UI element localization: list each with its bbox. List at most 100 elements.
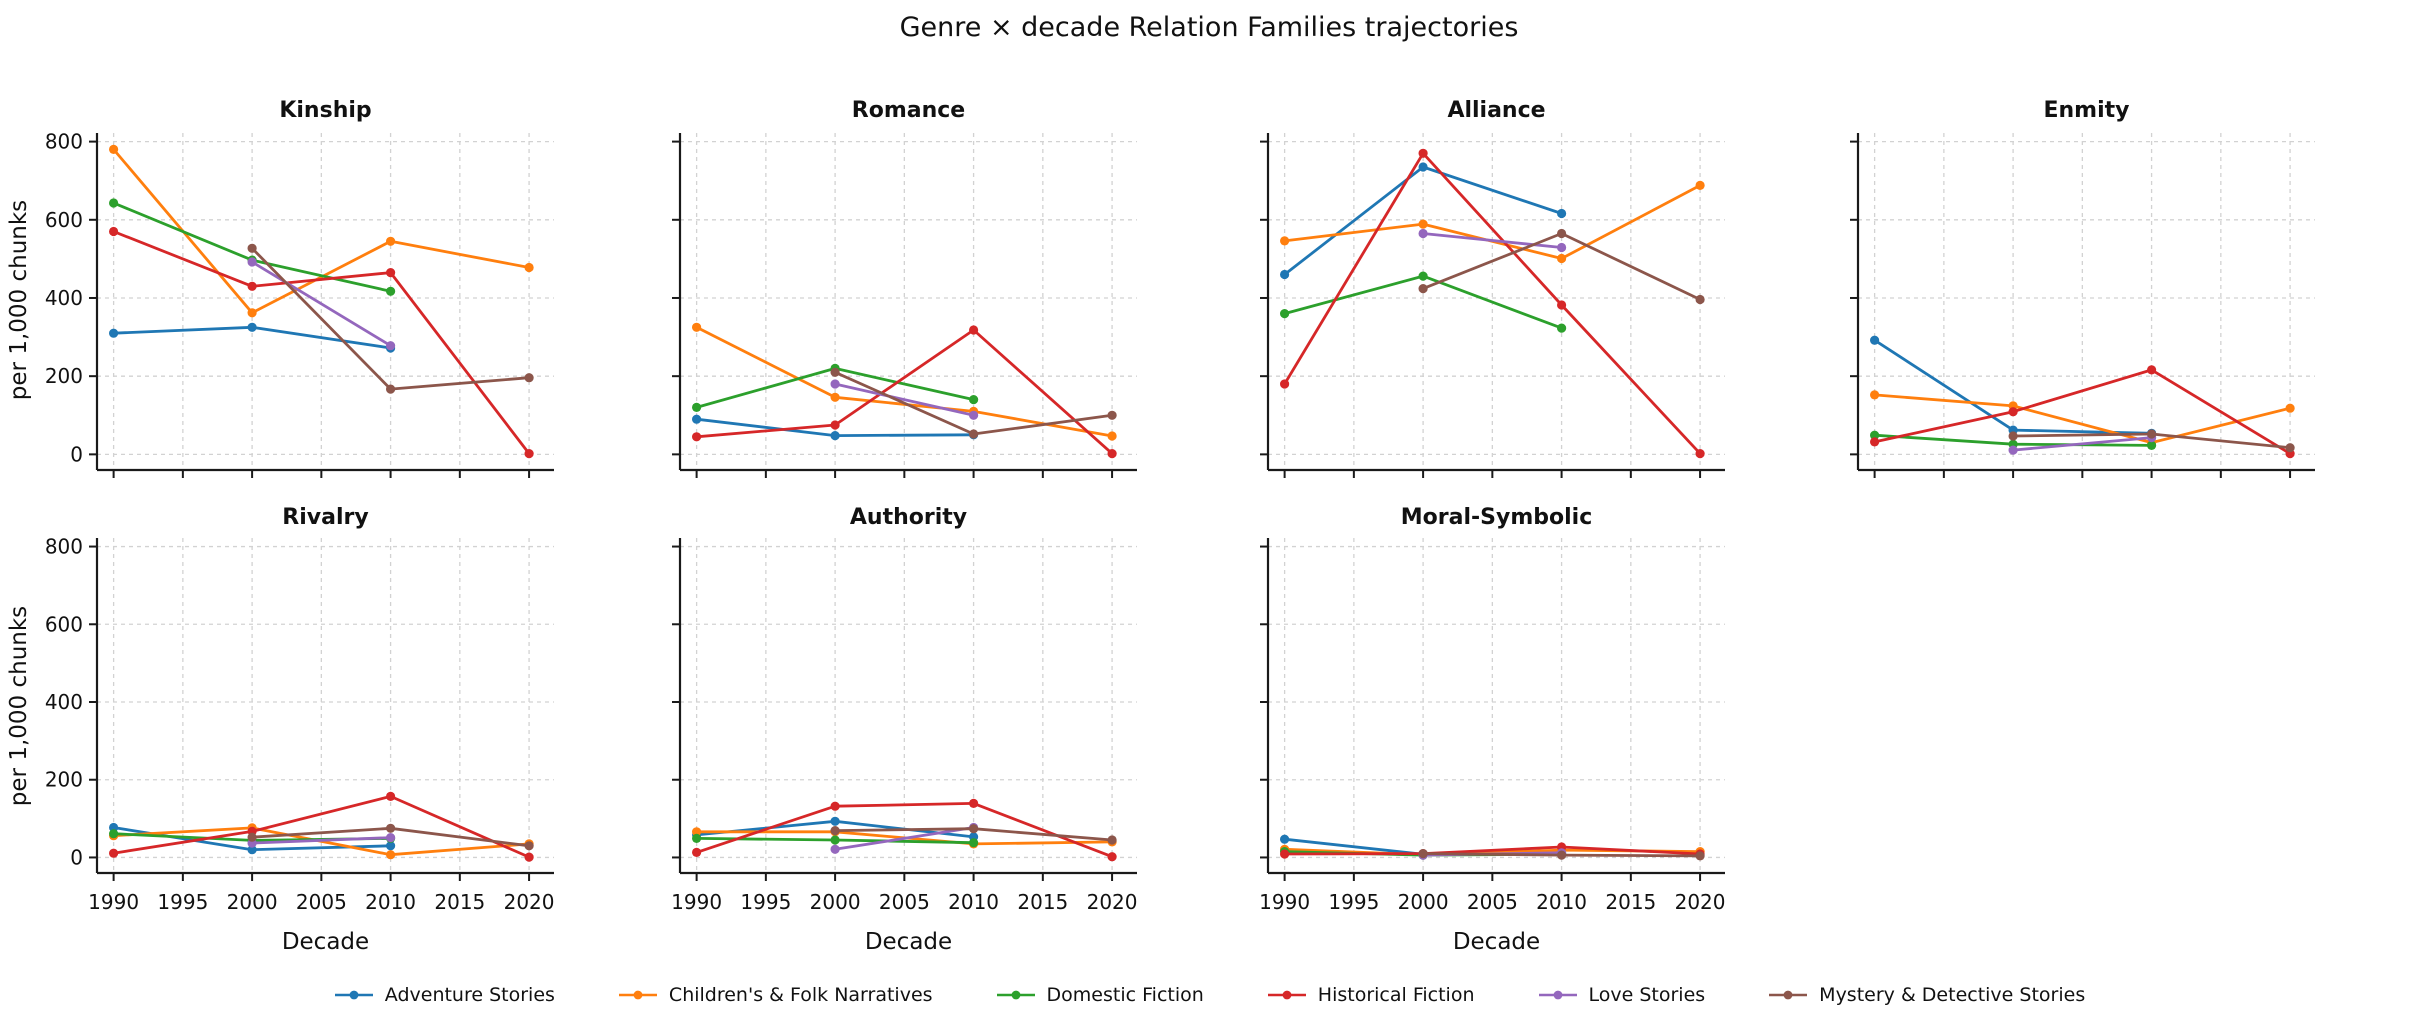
data-point [1107, 449, 1117, 459]
panel-title: Authority [850, 505, 967, 530]
data-point [1557, 242, 1567, 253]
data-point [247, 281, 257, 291]
data-point [1418, 162, 1428, 172]
data-point [524, 449, 534, 459]
data-point [830, 816, 840, 826]
y-tick-label: 200 [45, 768, 83, 792]
data-point [109, 328, 119, 338]
x-tick-label: 2015 [1605, 890, 1656, 914]
data-point [109, 144, 119, 154]
data-point [1280, 379, 1290, 389]
data-point [2147, 429, 2157, 439]
data-point [830, 392, 840, 402]
y-tick-label: 400 [45, 286, 83, 310]
data-point [524, 841, 534, 851]
data-point [1557, 300, 1567, 310]
figure-title: Genre × decade Relation Families traject… [899, 12, 1519, 43]
legend-item: Mystery & Detective Stories [1767, 984, 2085, 1006]
data-point [247, 832, 257, 842]
legend-item: Adventure Stories [333, 984, 555, 1006]
data-point [1695, 449, 1705, 459]
data-point [969, 824, 979, 834]
y-tick-label: 0 [70, 442, 83, 466]
x-tick-label: 2015 [434, 890, 485, 914]
data-point [1695, 180, 1705, 190]
y-tick-label: 0 [70, 845, 83, 869]
y-tick-label: 600 [45, 612, 83, 636]
data-point [386, 791, 396, 802]
data-point [692, 414, 702, 424]
x-tick-label: 2000 [227, 890, 278, 914]
data-point [1280, 834, 1290, 844]
legend-item: Children's & Folk Narratives [617, 984, 933, 1006]
series-line [833, 826, 975, 851]
x-axis-label: Decade [865, 929, 952, 955]
legend-label: Historical Fiction [1317, 984, 1475, 1006]
x-tick-label: 1995 [1328, 890, 1379, 914]
legend-label: Domestic Fiction [1046, 984, 1204, 1006]
data-point [1107, 835, 1117, 845]
panel-title: Kinship [279, 98, 371, 123]
data-point [1870, 437, 1880, 447]
data-point [830, 801, 840, 811]
x-tick-label: 1995 [157, 890, 208, 914]
panel-title: Rivalry [282, 505, 368, 530]
legend: Adventure Stories Children's & Folk Narra… [0, 984, 2418, 1006]
data-point [830, 835, 840, 845]
data-point [2285, 403, 2295, 413]
data-point [2008, 407, 2018, 417]
data-point [386, 268, 396, 278]
data-point [830, 420, 840, 430]
y-tick-label: 600 [45, 208, 83, 232]
data-point [969, 395, 979, 405]
data-point [2147, 440, 2157, 450]
data-point [2008, 431, 2018, 441]
data-point [1418, 148, 1428, 158]
panel-title: Moral-Symbolic [1401, 505, 1592, 530]
series-line [695, 802, 1114, 859]
data-point [247, 243, 257, 253]
x-tick-label: 2010 [1536, 890, 1587, 914]
data-point [386, 384, 396, 394]
data-point [1557, 228, 1567, 239]
x-tick-label: 1990 [671, 890, 722, 914]
data-point [1695, 851, 1705, 861]
legend-line-marker-icon [1267, 990, 1306, 1000]
series-line [1873, 338, 2154, 435]
data-point [1418, 228, 1428, 239]
series-line [112, 795, 531, 859]
series-line [695, 328, 1114, 456]
x-tick-label: 2020 [1087, 890, 1138, 914]
legend-label: Children's & Folk Narratives [668, 984, 933, 1006]
data-point [692, 402, 702, 412]
data-point [386, 286, 396, 296]
data-point [692, 833, 702, 844]
series-line [250, 836, 393, 845]
x-tick-label: 2005 [879, 890, 930, 914]
x-tick-label: 1990 [88, 890, 139, 914]
legend-item: Love Stories [1537, 984, 1705, 1006]
data-point [1557, 208, 1567, 219]
x-tick-label: 1995 [740, 890, 791, 914]
legend-item: Historical Fiction [1266, 984, 1475, 1006]
panel-title: Enmity [2043, 98, 2129, 123]
data-point [386, 850, 396, 860]
data-point [1280, 236, 1290, 246]
data-point [830, 379, 840, 389]
data-point [1418, 219, 1428, 229]
x-tick-label: 2010 [365, 890, 416, 914]
x-tick-label: 2020 [1675, 890, 1726, 914]
data-point [109, 198, 119, 208]
x-tick-label: 2015 [1017, 890, 1068, 914]
panel-title: Alliance [1447, 98, 1545, 123]
data-point [692, 322, 702, 332]
data-point [969, 410, 979, 420]
data-point [386, 341, 396, 351]
data-point [1870, 430, 1880, 440]
series-line [1873, 368, 2292, 456]
x-tick-label: 2005 [1467, 890, 1518, 914]
x-axis-label: Decade [282, 929, 369, 955]
legend-label: Adventure Stories [384, 984, 555, 1006]
